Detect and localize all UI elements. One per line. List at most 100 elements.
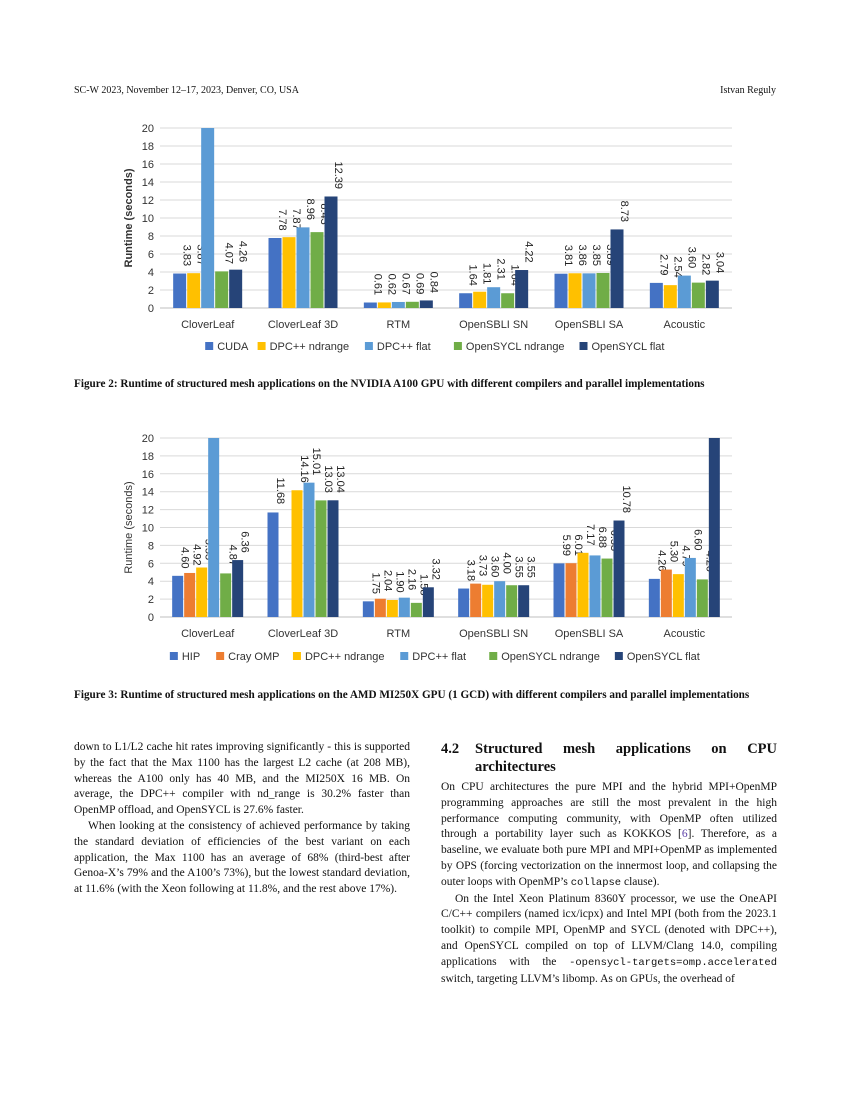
- data-label: 2.04: [381, 570, 393, 591]
- y-tick-label: 12: [142, 195, 154, 207]
- x-tick-label: OpenSBLI SA: [555, 628, 624, 640]
- legend-label: Cray OMP: [228, 651, 279, 663]
- data-label: 0.62: [385, 274, 397, 295]
- data-label: 6.60: [691, 529, 703, 550]
- bar: [296, 227, 310, 308]
- bar: [363, 302, 377, 308]
- bar: [391, 301, 405, 308]
- legend-swatch: [169, 652, 178, 660]
- bar: [470, 583, 482, 617]
- data-label: 3.18: [465, 560, 477, 581]
- bar: [660, 569, 672, 617]
- figure-2-caption: Figure 2: Runtime of structured mesh app…: [74, 378, 705, 390]
- data-label: 4.92: [191, 544, 203, 565]
- x-tick-label: OpenSBLI SN: [459, 628, 528, 640]
- data-label: 15.01: [310, 448, 322, 476]
- data-label: 3.81: [562, 245, 574, 266]
- data-label: 0.69: [413, 273, 425, 294]
- data-label: 5.99: [560, 535, 572, 556]
- data-label: 2.54: [671, 256, 683, 277]
- data-label: 1.81: [481, 263, 493, 284]
- bar: [677, 275, 691, 308]
- data-label: 3.83: [181, 245, 193, 266]
- x-tick-label: CloverLeaf 3D: [268, 628, 338, 640]
- data-label: 4.26: [237, 241, 249, 262]
- bar: [473, 291, 487, 308]
- y-tick-label: 10: [142, 213, 154, 225]
- bar: [613, 520, 625, 617]
- bar: [220, 573, 232, 617]
- bar: [672, 574, 684, 617]
- section-heading: 4.2 Structured mesh applications on CPU …: [441, 740, 777, 776]
- legend-swatch: [205, 342, 214, 350]
- x-tick-label: CloverLeaf: [181, 628, 235, 640]
- bar: [487, 287, 501, 308]
- bar: [696, 579, 708, 617]
- y-tick-label: 6: [148, 249, 154, 261]
- y-tick-label: 18: [142, 141, 154, 153]
- data-label: 3.55: [525, 556, 537, 577]
- legend-swatch: [292, 652, 301, 660]
- bar: [374, 598, 386, 617]
- bar: [208, 438, 220, 617]
- y-axis-label: Runtime (seconds): [123, 168, 135, 267]
- legend-label: DPC++ ndrange: [305, 651, 385, 663]
- inline-code: collapse: [570, 876, 622, 889]
- data-label: 0.67: [399, 273, 411, 294]
- y-tick-label: 8: [148, 231, 154, 243]
- bar: [601, 558, 613, 617]
- y-tick-label: 14: [142, 177, 154, 189]
- paragraph: down to L1/L2 cache hit rates improving …: [74, 741, 410, 817]
- bar: [494, 581, 506, 617]
- bar: [324, 196, 338, 308]
- left-text-column: down to L1/L2 cache hit rates improving …: [74, 740, 410, 898]
- bar: [229, 269, 243, 308]
- data-label: 4.60: [179, 547, 191, 568]
- bar: [405, 301, 419, 308]
- y-tick-label: 0: [148, 612, 154, 624]
- running-header-right: Istvan Reguly: [720, 85, 776, 96]
- legend-swatch: [489, 652, 498, 660]
- x-tick-label: Acoustic: [664, 319, 706, 331]
- legend-label: OpenSYCL ndrange: [466, 341, 565, 353]
- y-tick-label: 2: [148, 285, 154, 297]
- inline-code: -opensycl-targets=omp.accelerated: [569, 956, 777, 969]
- bar: [282, 237, 296, 308]
- bar: [315, 500, 327, 617]
- data-label: 3.73: [477, 555, 489, 576]
- citation-link[interactable]: 6: [681, 828, 688, 841]
- bar: [691, 282, 705, 308]
- legend-label: CUDA: [217, 341, 249, 353]
- bar: [172, 575, 184, 617]
- bar: [196, 567, 208, 617]
- y-tick-label: 16: [142, 469, 154, 481]
- y-tick-label: 20: [142, 433, 154, 445]
- data-label: 10.78: [620, 486, 632, 514]
- bar: [501, 293, 515, 308]
- data-label: 13.03: [322, 465, 334, 493]
- x-tick-label: Acoustic: [664, 628, 706, 640]
- legend-swatch: [257, 342, 266, 350]
- bar: [582, 273, 596, 308]
- data-label: 3.86: [576, 244, 588, 265]
- data-label: 6.88: [596, 527, 608, 548]
- legend-swatch: [579, 342, 588, 350]
- paragraph: When looking at the consistency of achie…: [74, 819, 410, 896]
- bar: [577, 552, 589, 617]
- legend-swatch: [453, 342, 462, 350]
- legend-swatch: [216, 652, 225, 660]
- data-label: 1.75: [369, 573, 381, 594]
- bar: [184, 572, 196, 617]
- bar: [596, 272, 610, 308]
- legend-label: DPC++ flat: [377, 341, 431, 353]
- figure-3-chart: 0 2 4 6 8 10 12 14 16 18 20 Runtime (seconds) Clover…: [123, 433, 732, 663]
- bar: [386, 599, 398, 617]
- data-label: 3.85: [590, 245, 602, 266]
- section-number: 4.2: [441, 741, 460, 757]
- y-tick-label: 0: [148, 303, 154, 315]
- bar: [303, 482, 315, 617]
- data-label: 8.73: [618, 201, 630, 222]
- data-label: 6.36: [239, 531, 251, 552]
- data-label: 12.39: [332, 161, 344, 189]
- data-label: 2.82: [699, 254, 711, 275]
